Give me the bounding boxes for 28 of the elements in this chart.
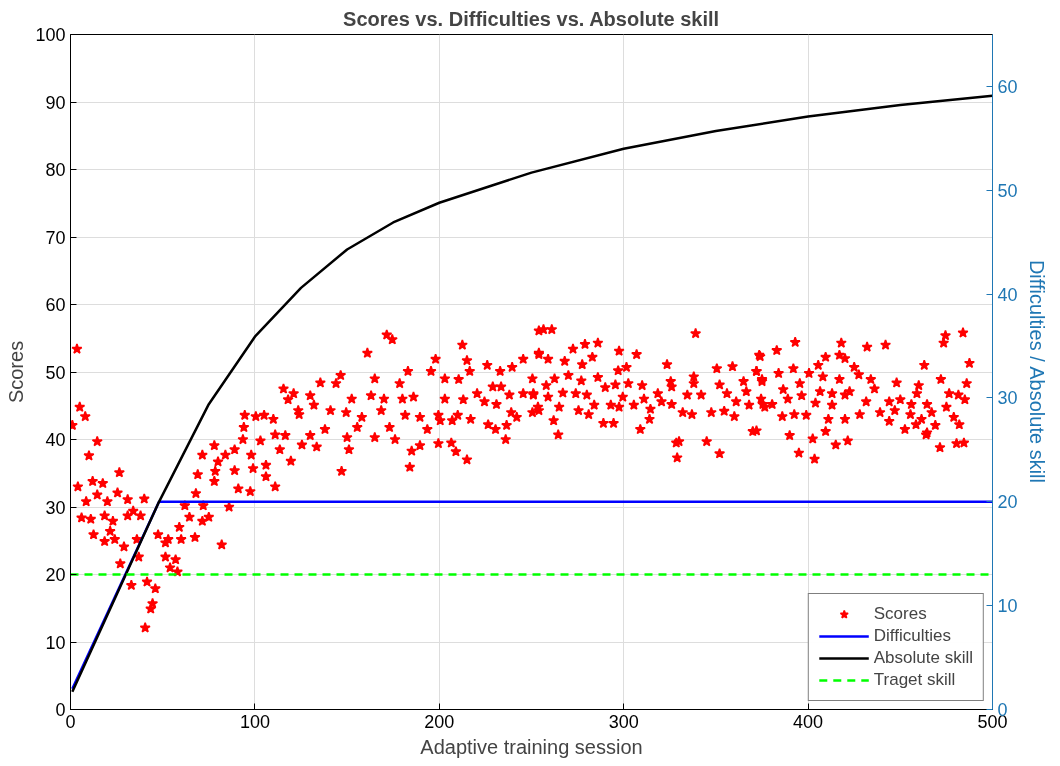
y2-tick-label: 60 (997, 76, 1018, 97)
y2-tick-label: 40 (997, 284, 1018, 305)
legend-label: Scores (873, 604, 927, 624)
y2-axis-title: Difficulties / Absolute skill (1025, 259, 1048, 483)
y2-tick-label: 50 (997, 180, 1018, 201)
y-tick-label: 70 (45, 227, 66, 248)
legend-label: Difficulties (873, 626, 951, 646)
y2-tick-label: 10 (997, 596, 1018, 617)
y-tick-label: 40 (45, 430, 66, 450)
x-tick-label: 200 (424, 711, 455, 732)
y-tick-label: 20 (45, 565, 66, 585)
x-tick-label: 100 (239, 711, 270, 732)
y-tick-label: 100 (35, 25, 66, 45)
chart-title: Scores vs. Difficulties vs. Absolute skill (343, 7, 720, 30)
y-tick-label: 30 (45, 497, 66, 518)
x-axis-title: Adaptive training session (420, 735, 643, 758)
y-tick-label: 90 (45, 92, 66, 113)
x-tick-label: 400 (793, 711, 824, 732)
x-tick-label: 300 (608, 711, 639, 732)
legend-label: Absolute skill (873, 648, 973, 668)
y2-tick-label: 20 (997, 492, 1018, 513)
legend-label: Traget skill (873, 670, 956, 690)
y-tick-label: 60 (45, 295, 66, 315)
y2-tick-label: 30 (997, 388, 1018, 409)
y-axis-title: Scores (5, 340, 28, 404)
y-tick-label: 10 (45, 632, 66, 653)
y-tick-label: 50 (45, 362, 66, 383)
y-tick-label: 80 (45, 160, 66, 180)
